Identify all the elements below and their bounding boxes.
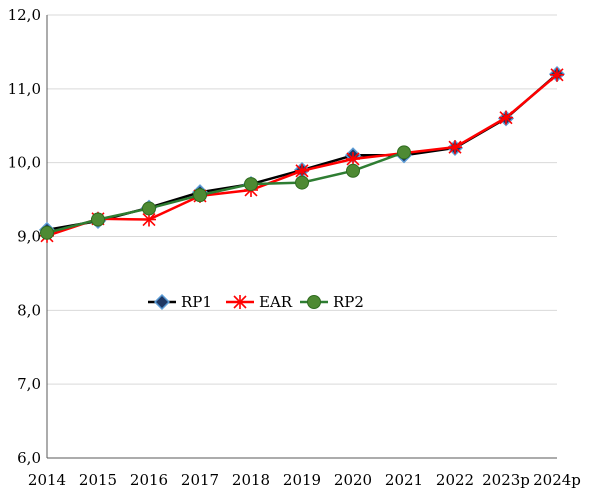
x-tick-label: 2022 bbox=[436, 471, 474, 489]
legend: RP1 EAR RP2 bbox=[148, 293, 364, 311]
x-tick-label: 2016 bbox=[130, 471, 168, 489]
legend-label: RP1 bbox=[181, 293, 212, 311]
x-tick-label: 2015 bbox=[79, 471, 117, 489]
series-rp1 bbox=[38, 66, 566, 238]
data-point bbox=[550, 67, 564, 82]
series-rp2 bbox=[40, 145, 411, 240]
legend-item: RP2 bbox=[300, 293, 364, 311]
data-point bbox=[295, 175, 309, 190]
series-line bbox=[46, 73, 558, 232]
series-group bbox=[38, 66, 566, 243]
legend-item: EAR bbox=[226, 293, 293, 311]
series-line bbox=[46, 73, 558, 237]
x-tick-label: 2020 bbox=[334, 471, 372, 489]
data-point bbox=[153, 293, 171, 311]
x-tick-label: 2017 bbox=[181, 471, 219, 489]
x-tick-label: 2014 bbox=[28, 471, 66, 489]
data-point bbox=[91, 212, 105, 227]
legend-label: EAR bbox=[259, 293, 293, 311]
data-point bbox=[499, 110, 513, 125]
data-point bbox=[295, 163, 309, 178]
y-tick-label: 8,0 bbox=[17, 301, 41, 319]
y-tick-label: 6,0 bbox=[17, 449, 41, 467]
data-point bbox=[233, 295, 247, 309]
data-point bbox=[346, 151, 360, 166]
grid-lines bbox=[47, 14, 557, 385]
data-point bbox=[142, 201, 156, 216]
data-point bbox=[40, 225, 54, 240]
y-tick-label: 12,0 bbox=[8, 6, 41, 24]
x-tick-label: 2023p bbox=[482, 471, 530, 489]
y-tick-label: 9,0 bbox=[17, 228, 41, 246]
x-tick-label: 2018 bbox=[232, 471, 270, 489]
x-tick-label: 2021 bbox=[385, 471, 423, 489]
data-point bbox=[193, 188, 207, 203]
y-tick-label: 11,0 bbox=[8, 80, 41, 98]
y-tick-label: 10,0 bbox=[8, 154, 41, 172]
data-point bbox=[448, 140, 462, 155]
legend-label: RP2 bbox=[333, 293, 364, 311]
y-tick-label: 7,0 bbox=[17, 375, 41, 393]
data-point bbox=[307, 295, 321, 309]
x-tick-label: 2024p bbox=[533, 471, 581, 489]
x-tick-label: 2019 bbox=[283, 471, 321, 489]
tick-labels: 6,0 7,0 8,0 9,0 10,0 11,0 12,0 2014 2015 2016 2017… bbox=[8, 6, 581, 489]
series-line bbox=[46, 151, 405, 235]
data-point bbox=[244, 177, 258, 192]
data-point bbox=[397, 145, 411, 160]
data-point bbox=[346, 163, 360, 178]
legend-item: RP1 bbox=[148, 293, 212, 311]
